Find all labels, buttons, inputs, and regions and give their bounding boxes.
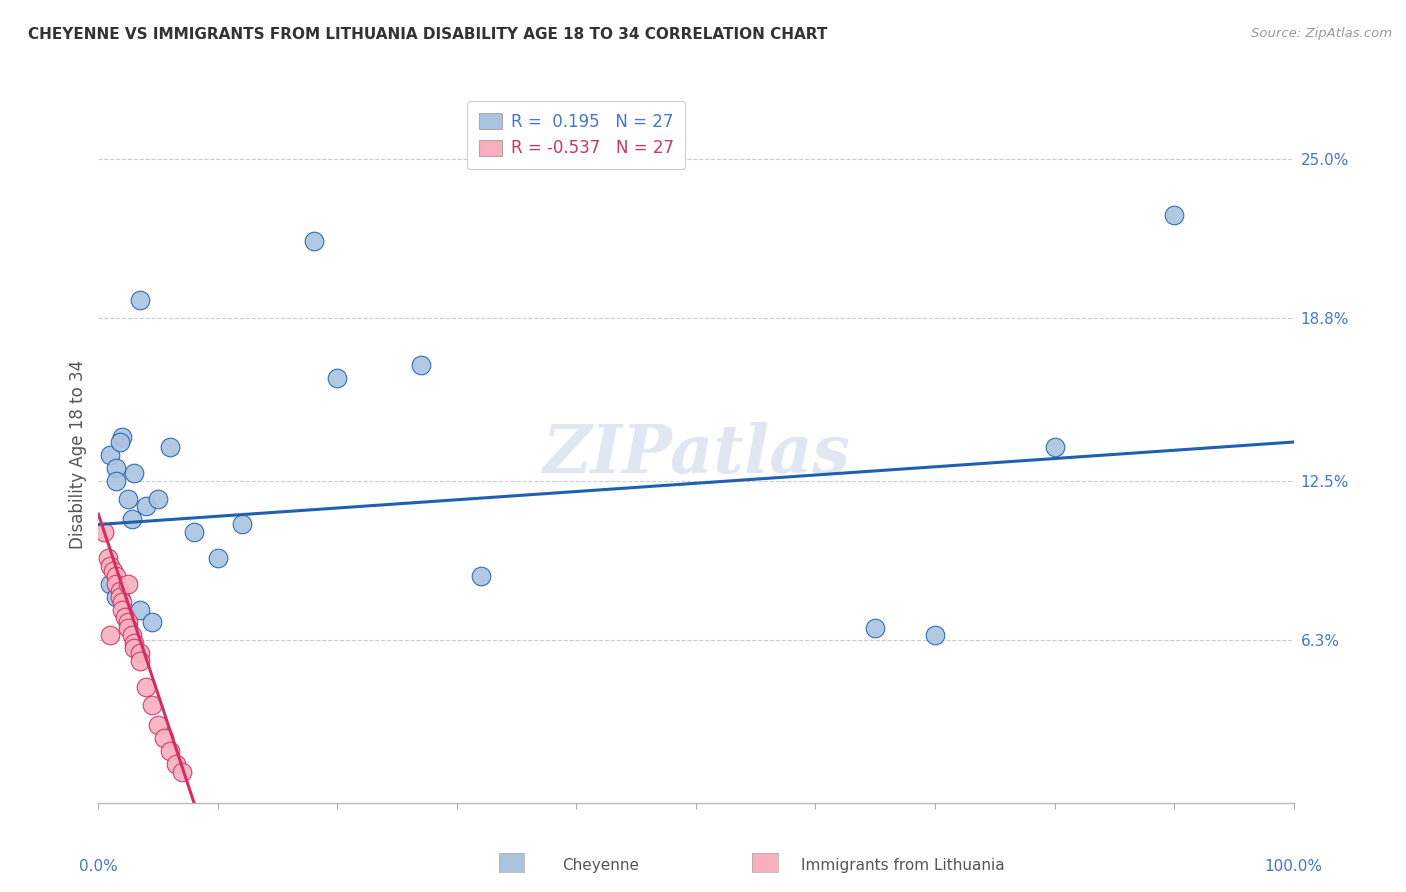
Point [105,474,128,488]
Point [924,628,946,642]
Point [135,680,157,694]
Point [129,602,152,616]
Point [153,731,176,746]
Point [231,517,253,532]
Point [159,744,181,758]
Point [105,576,128,591]
Text: CHEYENNE VS IMMIGRANTS FROM LITHUANIA DISABILITY AGE 18 TO 34 CORRELATION CHART: CHEYENNE VS IMMIGRANTS FROM LITHUANIA DI… [28,27,828,42]
Point [148,491,170,506]
Point [863,621,887,635]
Point [111,430,134,444]
Point [124,466,146,480]
Point [207,551,229,566]
Point [108,590,131,604]
Point [1163,208,1185,222]
Point [470,569,492,583]
Text: 100.0%: 100.0% [1264,860,1323,874]
Text: ZIPatlas: ZIPatlas [543,423,849,487]
Point [326,370,349,384]
Point [302,234,325,248]
Point [98,448,122,462]
Point [121,628,143,642]
Point [124,636,146,650]
Point [148,718,170,732]
Point [165,757,187,772]
Point [105,590,128,604]
Point [159,440,181,454]
Text: 0.0%: 0.0% [79,860,118,874]
Point [111,595,134,609]
Point [97,551,120,566]
Point [98,576,122,591]
Point [117,621,139,635]
Point [101,564,124,578]
Point [129,293,152,308]
Point [129,646,152,660]
Point [98,558,122,573]
Point [98,628,122,642]
Point [141,615,163,630]
Text: Cheyenne: Cheyenne [562,858,640,872]
Legend: R =  0.195   N = 27, R = -0.537   N = 27: R = 0.195 N = 27, R = -0.537 N = 27 [467,102,686,169]
Point [172,764,194,779]
Text: Immigrants from Lithuania: Immigrants from Lithuania [801,858,1005,872]
Point [141,698,163,712]
Point [111,602,134,616]
Point [108,584,131,599]
Point [117,576,139,591]
Point [1043,440,1066,454]
Point [135,500,157,514]
Text: Source: ZipAtlas.com: Source: ZipAtlas.com [1251,27,1392,40]
Point [105,460,128,475]
Point [108,435,131,450]
Point [117,491,139,506]
Point [105,569,128,583]
Point [124,641,146,656]
Y-axis label: Disability Age 18 to 34: Disability Age 18 to 34 [69,360,87,549]
Point [117,615,139,630]
Point [121,512,143,526]
Point [114,610,136,624]
Point [129,654,152,668]
Point [93,525,115,540]
Point [411,358,433,372]
Point [183,525,205,540]
